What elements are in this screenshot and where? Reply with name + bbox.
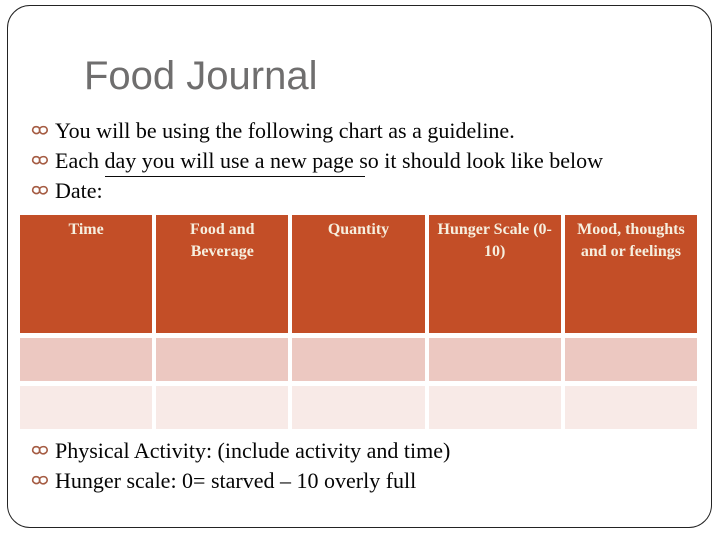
bullet-text: Hunger scale: 0= starved – 10 overly ful… — [55, 468, 417, 493]
date-label: Date: — [55, 178, 103, 203]
table-cell — [428, 386, 561, 429]
list-item: Hunger scale: 0= starved – 10 overly ful… — [29, 466, 699, 496]
food-journal-table: Time Food and Beverage Quantity Hunger S… — [20, 215, 697, 429]
column-header-hunger-scale: Hunger Scale (0-10) — [428, 215, 561, 333]
table-cell — [428, 338, 561, 381]
table-cell — [292, 386, 425, 429]
date-line: Date: — [29, 176, 699, 206]
column-header-food-and-beverage: Food and Beverage — [156, 215, 289, 333]
column-header-time: Time — [20, 215, 153, 333]
list-item: You will be using the following chart as… — [29, 116, 699, 146]
ornament-bullet-icon — [29, 184, 52, 199]
slide-border — [7, 5, 712, 528]
table-cell — [564, 386, 697, 429]
table-cell — [20, 338, 153, 381]
page-title: Food Journal — [84, 54, 318, 98]
table-cell — [564, 338, 697, 381]
ornament-bullet-icon — [29, 154, 52, 169]
column-header-quantity: Quantity — [292, 215, 425, 333]
table-cell — [156, 386, 289, 429]
date-blank-line — [104, 176, 365, 177]
list-item: Physical Activity: (include activity and… — [29, 436, 699, 466]
bullet-text: Each day you will use a new page so it s… — [55, 148, 604, 173]
bullet-text: Physical Activity: (include activity and… — [55, 438, 451, 463]
table-cell — [156, 338, 289, 381]
list-item: Each day you will use a new page so it s… — [29, 146, 699, 176]
intro-bullet-list: You will be using the following chart as… — [29, 116, 699, 206]
table-cell — [20, 386, 153, 429]
ornament-bullet-icon — [29, 124, 52, 139]
ornament-bullet-icon — [29, 444, 52, 459]
bullet-text: You will be using the following chart as… — [55, 118, 515, 143]
table-cell — [292, 338, 425, 381]
notes-bullet-list: Physical Activity: (include activity and… — [29, 436, 699, 496]
ornament-bullet-icon — [29, 474, 52, 489]
column-header-mood: Mood, thoughts and or feelings — [564, 215, 697, 333]
